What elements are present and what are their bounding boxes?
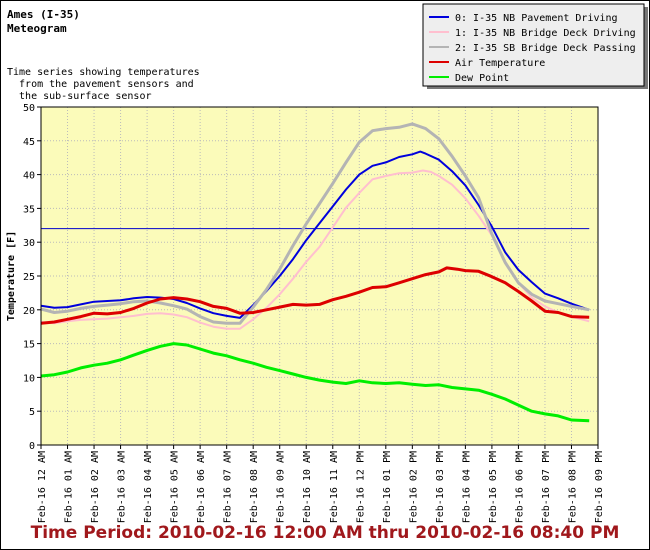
x-tick-label: Feb-16 07 AM <box>223 451 234 523</box>
x-tick-label: Feb-16 03 AM <box>117 451 128 523</box>
x-tick-label: Feb-16 05 PM <box>488 451 499 523</box>
y-tick-label: 5 <box>29 407 35 418</box>
x-tick-label: Feb-16 02 AM <box>90 451 101 523</box>
chart-subtitle: Meteogram <box>7 22 67 35</box>
x-tick-label: Feb-16 08 AM <box>249 451 260 523</box>
x-tick-label: Feb-16 09 AM <box>276 451 287 523</box>
y-tick-label: 50 <box>23 103 35 114</box>
y-axis: 0 5 10 15 20 25 30 35 40 45 50 <box>23 103 41 452</box>
x-tick-label: Feb-16 01 PM <box>382 451 393 523</box>
x-tick-label: Feb-16 12 PM <box>355 451 366 523</box>
x-tick-label: Feb-16 12 AM <box>37 451 48 523</box>
x-tick-label: Feb-16 03 PM <box>435 451 446 523</box>
x-tick-label: Feb-16 06 PM <box>514 451 525 523</box>
x-tick-label: Feb-16 01 AM <box>64 451 75 523</box>
description-line-2: from the pavement sensors and <box>7 79 194 90</box>
series-line-2 <box>40 122 590 325</box>
x-tick-label: Feb-16 11 AM <box>329 451 340 523</box>
series-line-4 <box>40 342 590 423</box>
y-tick-label: 30 <box>23 238 35 249</box>
y-tick-label: 35 <box>23 204 35 215</box>
legend-label: 2: I-35 SB Bridge Deck Passing <box>455 43 636 54</box>
y-tick-label: 45 <box>23 137 35 148</box>
x-axis: Feb-16 12 AM Feb-16 01 AM Feb-16 02 AM Feb-… <box>37 445 605 523</box>
x-tick-label: Feb-16 07 PM <box>541 451 552 523</box>
station-title: Ames (I-35) <box>7 8 80 21</box>
legend-label: Dew Point <box>455 73 509 84</box>
description-line-1: Time series showing temperatures <box>7 67 200 78</box>
legend-label: 1: I-35 NB Bridge Deck Driving <box>455 28 636 39</box>
y-tick-label: 15 <box>23 340 35 351</box>
x-tick-label: Feb-16 10 AM <box>302 451 313 523</box>
series-line-0 <box>40 150 590 319</box>
y-axis-label: Temperature [F] <box>6 231 17 321</box>
y-tick-label: 40 <box>23 171 35 182</box>
plot-area <box>41 107 598 445</box>
y-tick-label: 0 <box>29 441 35 452</box>
x-tick-label: Feb-16 05 AM <box>170 451 181 523</box>
x-tick-label: Feb-16 04 PM <box>461 451 472 523</box>
x-tick-label: Feb-16 08 PM <box>567 451 578 523</box>
x-tick-label: Feb-16 04 AM <box>143 451 154 523</box>
series-group <box>40 122 590 423</box>
series-line-3 <box>40 266 590 325</box>
x-tick-label: Feb-16 09 PM <box>594 451 605 523</box>
description-line-3: the sub-surface sensor <box>7 91 152 102</box>
y-tick-label: 25 <box>23 272 35 283</box>
legend-box <box>422 3 645 87</box>
legend-label: Air Temperature <box>455 58 545 69</box>
legend-label: 0: I-35 NB Pavement Driving <box>455 13 618 24</box>
legend: 0: I-35 NB Pavement Driving 1: I-35 NB Br… <box>422 3 648 89</box>
x-tick-label: Feb-16 02 PM <box>408 451 419 523</box>
time-period: Time Period: 2010-02-16 12:00 AM thru 20… <box>30 523 620 543</box>
y-tick-label: 20 <box>23 306 35 317</box>
x-tick-label: Feb-16 06 AM <box>196 451 207 523</box>
y-tick-label: 10 <box>23 373 35 384</box>
